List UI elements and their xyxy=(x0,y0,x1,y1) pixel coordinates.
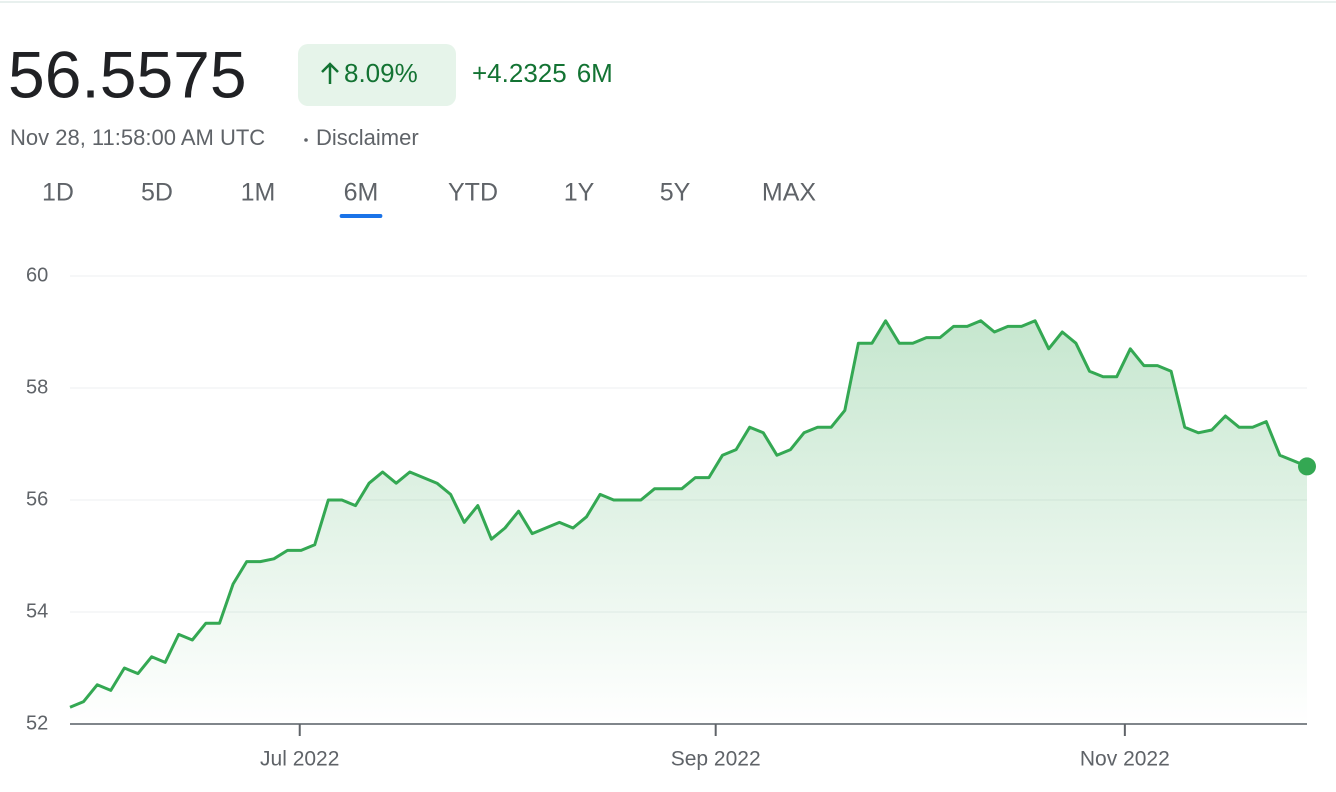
x-tick-label: Sep 2022 xyxy=(671,748,761,771)
range-tab[interactable]: MAX xyxy=(762,179,817,207)
separator-dot xyxy=(304,138,308,142)
y-tick-label: 60 xyxy=(26,264,48,286)
change-pill xyxy=(298,44,456,106)
chart: 52 54 56 58 60 Jul 2022 Sep 2022 Nov 2022 xyxy=(26,264,1316,771)
range-tab[interactable]: 1M xyxy=(241,179,276,207)
range-tab[interactable]: 1Y xyxy=(564,179,595,207)
price-line xyxy=(69,319,1308,709)
range-tab[interactable]: 6M xyxy=(344,179,379,207)
range-tab[interactable]: 5Y xyxy=(660,179,691,207)
price-area xyxy=(70,320,1307,724)
change-value: +4.2325 xyxy=(472,58,567,88)
change-absolute: +4.2325 6M xyxy=(472,58,613,88)
y-tick-label: 56 xyxy=(26,488,48,510)
range-tab[interactable]: 1D xyxy=(42,179,74,207)
price: 56.5575 xyxy=(8,37,247,111)
range-tab[interactable]: YTD xyxy=(448,179,498,207)
y-tick-label: 52 xyxy=(26,712,48,734)
range-tab[interactable]: 5D xyxy=(141,179,173,207)
timestamp: Nov 28, 11:58:00 AM UTC xyxy=(10,125,265,150)
up-arrow xyxy=(321,62,339,84)
x-tick-label: Jul 2022 xyxy=(260,748,339,771)
range-tabs: 1D 5D 1M 6M YTD 1Y 5Y MAX xyxy=(42,179,816,218)
change-period: 6M xyxy=(577,58,613,88)
x-tick-label: Nov 2022 xyxy=(1080,748,1170,771)
disclaimer-link[interactable]: Disclaimer xyxy=(316,125,419,150)
last-price-dot xyxy=(1298,457,1316,476)
change-percent: 8.09% xyxy=(344,58,418,88)
active-tab-underline xyxy=(339,214,383,218)
y-tick-label: 58 xyxy=(26,376,48,398)
y-tick-label: 54 xyxy=(26,600,48,622)
